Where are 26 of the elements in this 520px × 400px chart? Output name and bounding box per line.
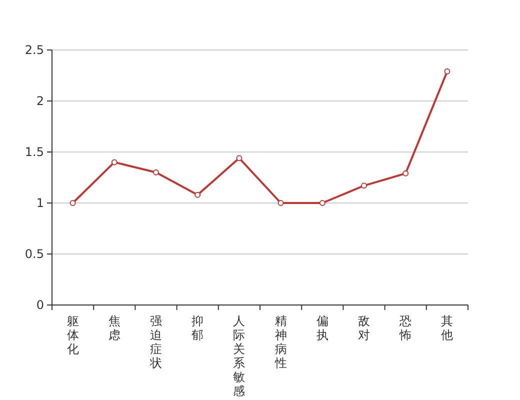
y-tick-label: 2.5: [24, 43, 44, 57]
point: [153, 169, 159, 176]
y-tick-label: 1.5: [24, 145, 44, 159]
point: [319, 200, 326, 206]
y-tick-label: 0.5: [24, 247, 44, 261]
x-tick-label: 其他: [441, 314, 454, 342]
x-tick-label: 抑郁: [192, 314, 204, 342]
point: [236, 155, 242, 162]
point: [70, 200, 76, 206]
x-tick-label: 强迫症状: [149, 314, 162, 370]
point: [361, 182, 367, 189]
point: [444, 68, 450, 74]
x-tick-label: 躯体化: [66, 314, 79, 356]
x-tick-label: 焦虑: [108, 314, 120, 342]
x-tick-label: 敌对: [358, 314, 370, 342]
y-tick-label: 1: [36, 196, 44, 210]
y-tick-label: 0: [36, 298, 44, 312]
x-tick-label: 人际关系敏感: [233, 314, 246, 398]
x-tick-label: 恐怖: [398, 314, 412, 342]
point: [194, 192, 201, 198]
point: [111, 159, 118, 166]
x-tick-label: 偏执: [316, 314, 328, 342]
x-tick-label: 精神病性: [274, 314, 287, 370]
point: [402, 170, 409, 176]
y-tick-label: 2: [36, 94, 44, 108]
point: [278, 200, 284, 206]
